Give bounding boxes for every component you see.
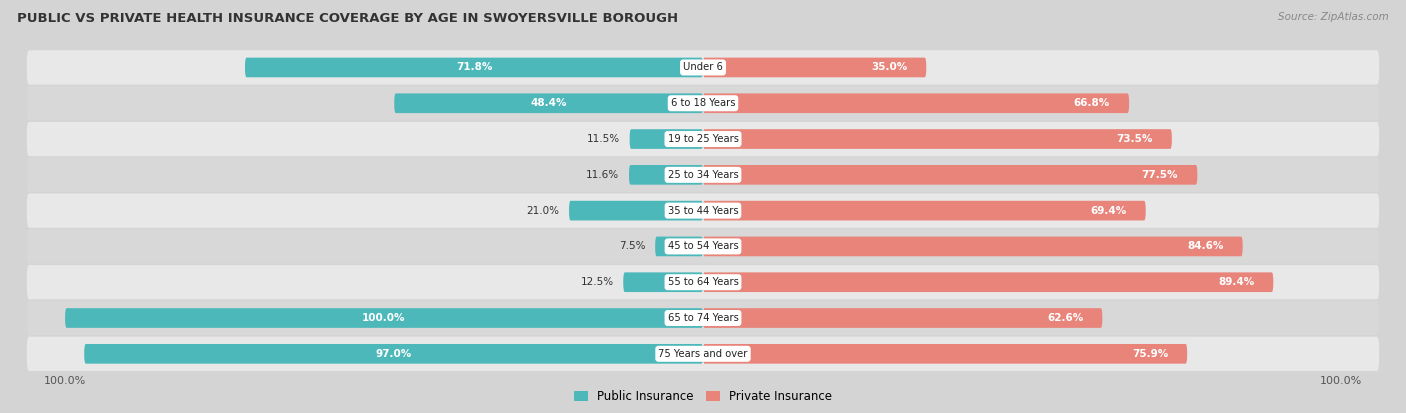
- FancyBboxPatch shape: [27, 86, 1379, 121]
- FancyBboxPatch shape: [703, 273, 1274, 292]
- Text: 21.0%: 21.0%: [526, 206, 560, 216]
- Text: 71.8%: 71.8%: [456, 62, 492, 72]
- Text: 97.0%: 97.0%: [375, 349, 412, 359]
- FancyBboxPatch shape: [623, 273, 703, 292]
- FancyBboxPatch shape: [703, 129, 1171, 149]
- Text: 11.5%: 11.5%: [586, 134, 620, 144]
- Text: 73.5%: 73.5%: [1116, 134, 1153, 144]
- FancyBboxPatch shape: [27, 265, 1379, 299]
- FancyBboxPatch shape: [630, 129, 703, 149]
- Text: 11.6%: 11.6%: [586, 170, 620, 180]
- FancyBboxPatch shape: [27, 122, 1379, 156]
- Text: 66.8%: 66.8%: [1074, 98, 1109, 108]
- FancyBboxPatch shape: [703, 237, 1243, 256]
- Text: 19 to 25 Years: 19 to 25 Years: [668, 134, 738, 144]
- FancyBboxPatch shape: [27, 301, 1379, 335]
- Text: 6 to 18 Years: 6 to 18 Years: [671, 98, 735, 108]
- Text: 65 to 74 Years: 65 to 74 Years: [668, 313, 738, 323]
- FancyBboxPatch shape: [27, 229, 1379, 263]
- FancyBboxPatch shape: [655, 237, 703, 256]
- FancyBboxPatch shape: [703, 58, 927, 77]
- FancyBboxPatch shape: [703, 344, 1187, 364]
- FancyBboxPatch shape: [27, 158, 1379, 192]
- FancyBboxPatch shape: [703, 165, 1198, 185]
- Text: 100.0%: 100.0%: [363, 313, 406, 323]
- Text: 62.6%: 62.6%: [1047, 313, 1083, 323]
- FancyBboxPatch shape: [27, 193, 1379, 228]
- FancyBboxPatch shape: [703, 201, 1146, 221]
- Text: Under 6: Under 6: [683, 62, 723, 72]
- FancyBboxPatch shape: [394, 93, 703, 113]
- Text: 55 to 64 Years: 55 to 64 Years: [668, 277, 738, 287]
- Text: 75 Years and over: 75 Years and over: [658, 349, 748, 359]
- FancyBboxPatch shape: [27, 50, 1379, 85]
- FancyBboxPatch shape: [569, 201, 703, 221]
- Text: 35 to 44 Years: 35 to 44 Years: [668, 206, 738, 216]
- FancyBboxPatch shape: [628, 165, 703, 185]
- Text: 7.5%: 7.5%: [619, 242, 645, 252]
- FancyBboxPatch shape: [84, 344, 703, 364]
- FancyBboxPatch shape: [245, 58, 703, 77]
- Text: 25 to 34 Years: 25 to 34 Years: [668, 170, 738, 180]
- Text: 84.6%: 84.6%: [1187, 242, 1223, 252]
- Text: 12.5%: 12.5%: [581, 277, 613, 287]
- FancyBboxPatch shape: [703, 93, 1129, 113]
- FancyBboxPatch shape: [27, 337, 1379, 371]
- FancyBboxPatch shape: [65, 308, 703, 328]
- Text: 69.4%: 69.4%: [1090, 206, 1126, 216]
- Text: 89.4%: 89.4%: [1218, 277, 1254, 287]
- Text: 48.4%: 48.4%: [530, 98, 567, 108]
- Text: 75.9%: 75.9%: [1132, 349, 1168, 359]
- Text: 35.0%: 35.0%: [870, 62, 907, 72]
- Text: 45 to 54 Years: 45 to 54 Years: [668, 242, 738, 252]
- Text: Source: ZipAtlas.com: Source: ZipAtlas.com: [1278, 12, 1389, 22]
- Text: 77.5%: 77.5%: [1142, 170, 1178, 180]
- FancyBboxPatch shape: [703, 308, 1102, 328]
- Text: PUBLIC VS PRIVATE HEALTH INSURANCE COVERAGE BY AGE IN SWOYERSVILLE BOROUGH: PUBLIC VS PRIVATE HEALTH INSURANCE COVER…: [17, 12, 678, 25]
- Legend: Public Insurance, Private Insurance: Public Insurance, Private Insurance: [569, 385, 837, 408]
